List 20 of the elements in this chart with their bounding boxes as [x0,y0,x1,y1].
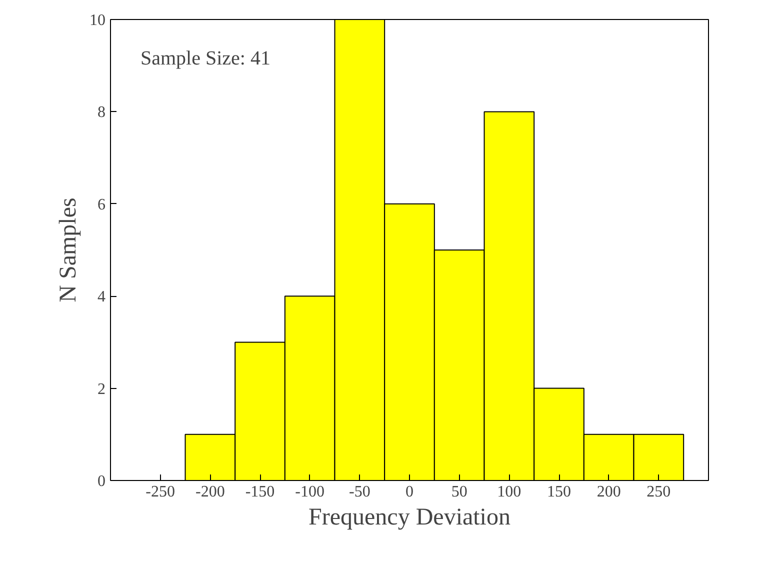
x-tick-label: 200 [596,484,621,500]
y-tick-label: 2 [98,380,106,398]
annotation: Sample Size: 41 [140,48,270,70]
x-tick-label: 0 [406,484,414,500]
y-tick-label: 4 [98,288,106,306]
y-tick-label: 6 [98,196,106,214]
x-tick-label: 50 [451,484,468,500]
y-tick-label: 8 [98,104,106,122]
x-tick-label: 150 [547,484,571,500]
x-tick-label: -100 [295,484,324,500]
x-tick-label: 250 [646,484,671,500]
x-tick-label: -150 [245,484,275,500]
y-tick-label: 0 [98,473,106,490]
x-axis-title: Frequency Deviation [308,504,510,530]
x-tick-label: -50 [349,484,370,500]
x-tick-label: -250 [146,484,175,500]
y-axis-title: N Samples [56,198,82,302]
x-tick-label: 100 [497,484,522,500]
y-tick-label: 10 [90,12,106,29]
x-tick-label: -200 [196,484,225,500]
